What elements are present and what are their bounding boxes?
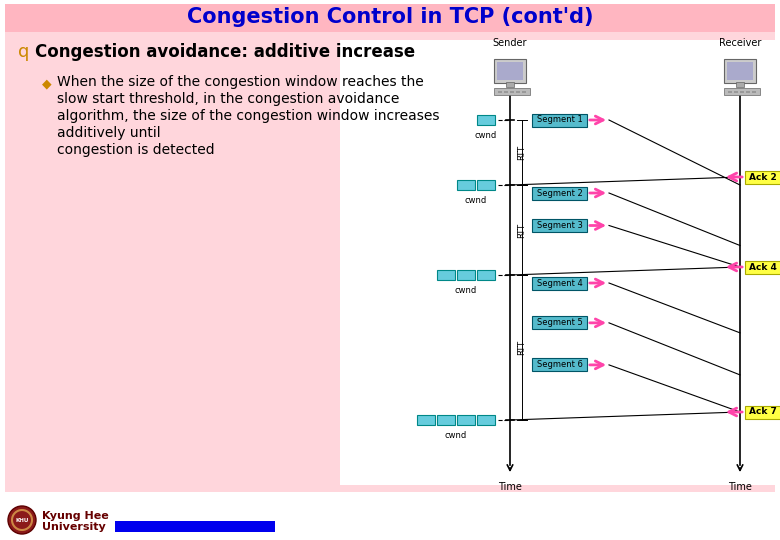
Text: congestion is detected: congestion is detected [57, 143, 214, 157]
Text: Segment 1: Segment 1 [537, 116, 583, 125]
Bar [504, 91, 508, 93]
Bar [724, 88, 760, 95]
Bar [477, 115, 495, 125]
Text: RTT: RTT [517, 145, 526, 160]
Text: Congestion Control in TCP (cont'd): Congestion Control in TCP (cont'd) [186, 7, 594, 27]
Bar [727, 62, 753, 80]
Bar [728, 91, 732, 93]
Bar [437, 270, 455, 280]
Text: q: q [18, 43, 30, 61]
Text: Segment 5: Segment 5 [537, 319, 583, 327]
Bar [532, 316, 587, 329]
Text: RTT: RTT [517, 340, 526, 355]
Text: slow start threshold, in the congestion avoidance: slow start threshold, in the congestion … [57, 92, 399, 106]
Text: Receiver: Receiver [719, 38, 761, 48]
Text: Segment 6: Segment 6 [537, 360, 583, 369]
Text: Kyung Hee: Kyung Hee [42, 511, 108, 521]
Bar [734, 91, 738, 93]
Text: cwnd: cwnd [465, 196, 488, 205]
Text: Segment 2: Segment 2 [537, 188, 583, 198]
Text: When the size of the congestion window reaches the: When the size of the congestion window r… [57, 75, 424, 89]
Bar [532, 113, 587, 126]
Bar [5, 4, 775, 32]
Text: cwnd: cwnd [475, 131, 497, 140]
Text: Ack 4: Ack 4 [749, 262, 777, 272]
Bar [532, 276, 587, 289]
Bar [494, 59, 526, 83]
Bar [340, 40, 775, 485]
Text: Congestion avoidance: additive increase: Congestion avoidance: additive increase [35, 43, 415, 61]
Text: additively until: additively until [57, 126, 161, 140]
Bar [457, 270, 475, 280]
Text: Time: Time [498, 482, 522, 492]
Bar [510, 91, 514, 93]
Text: cwnd: cwnd [445, 431, 467, 440]
Text: cwnd: cwnd [455, 286, 477, 295]
Text: Segment 4: Segment 4 [537, 279, 583, 287]
Text: RTT: RTT [517, 222, 526, 238]
Bar [477, 270, 495, 280]
Text: algorithm, the size of the congestion window increases: algorithm, the size of the congestion wi… [57, 109, 439, 123]
Text: KHU: KHU [16, 517, 29, 523]
Bar [477, 180, 495, 190]
Bar [724, 59, 756, 83]
Bar [115, 521, 275, 532]
Text: Sender: Sender [493, 38, 527, 48]
Circle shape [8, 506, 36, 534]
Bar [498, 91, 502, 93]
Bar [532, 359, 587, 372]
Bar [752, 91, 756, 93]
Bar [532, 219, 587, 232]
Bar [437, 415, 455, 425]
Bar [516, 91, 520, 93]
Bar [746, 91, 750, 93]
Bar [736, 82, 744, 87]
Text: Segment 3: Segment 3 [537, 221, 583, 230]
Bar [532, 186, 587, 199]
Text: Time: Time [728, 482, 752, 492]
Bar [522, 91, 526, 93]
Text: Ack 7: Ack 7 [749, 408, 777, 416]
Bar [745, 171, 780, 184]
Bar [457, 180, 475, 190]
Bar [497, 62, 523, 80]
Bar [457, 415, 475, 425]
Bar [506, 82, 514, 87]
Bar [417, 415, 435, 425]
Bar [494, 88, 530, 95]
Text: Ack 2: Ack 2 [749, 172, 777, 181]
Text: University: University [42, 522, 106, 532]
Text: ◆: ◆ [42, 78, 51, 91]
Bar [745, 260, 780, 273]
Bar [745, 406, 780, 419]
Bar [477, 415, 495, 425]
Bar [740, 91, 744, 93]
